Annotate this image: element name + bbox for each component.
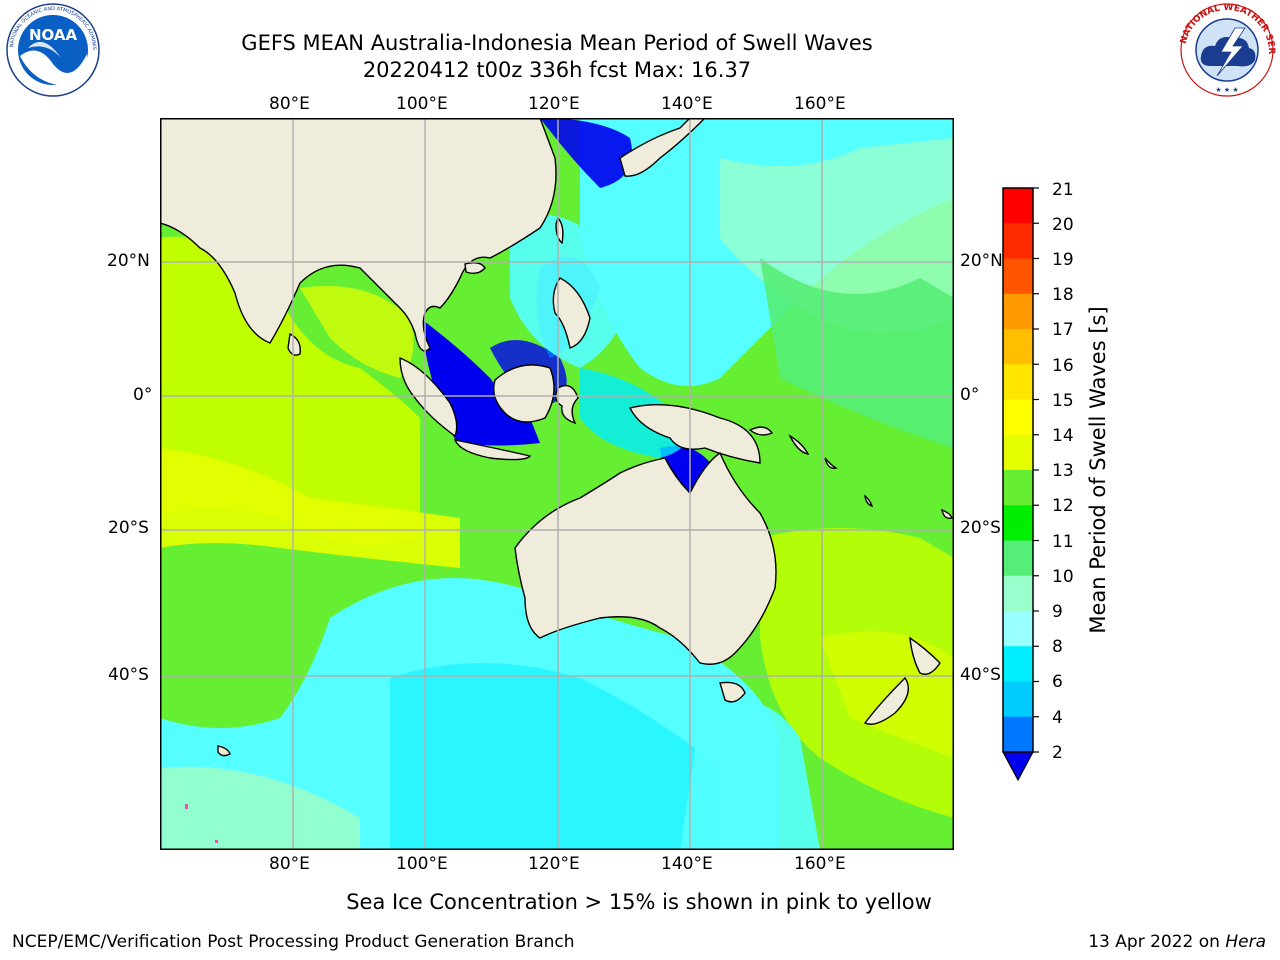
colorbar-band bbox=[1003, 716, 1033, 753]
colorbar-label-15: 15 bbox=[1052, 391, 1074, 411]
colorbar-band bbox=[1003, 646, 1033, 682]
tasmania bbox=[719, 681, 746, 703]
new-guinea bbox=[628, 404, 761, 464]
svg-text:★ ★ ★: ★ ★ ★ bbox=[1215, 86, 1238, 94]
lat-tick-left-20s: 20°S bbox=[108, 518, 149, 538]
lon-tick-bottom-160e: 160°E bbox=[794, 854, 846, 874]
swell-period-map bbox=[160, 118, 954, 850]
colorbar-label-11: 11 bbox=[1052, 532, 1074, 552]
colorbar-label-4: 4 bbox=[1052, 708, 1063, 728]
colorbar-band bbox=[1003, 399, 1033, 436]
sea-ice-note: Sea Ice Concentration > 15% is shown in … bbox=[346, 890, 932, 914]
lon-tick-top-140e: 140°E bbox=[661, 94, 713, 114]
footer-host: Hera bbox=[1225, 932, 1266, 952]
lon-tick-top-120e: 120°E bbox=[528, 94, 580, 114]
sri-lanka bbox=[287, 332, 301, 356]
colorbar-band bbox=[1003, 329, 1033, 365]
sumatra bbox=[399, 356, 458, 438]
colorbar-band bbox=[1003, 681, 1033, 718]
colorbar-label-14: 14 bbox=[1052, 426, 1074, 446]
kerguelen bbox=[217, 745, 231, 757]
colorbar-band bbox=[1003, 434, 1033, 471]
colorbar-label-16: 16 bbox=[1052, 356, 1074, 376]
colorbar-label-2: 2 bbox=[1052, 743, 1063, 763]
nws-logo: NATIONAL WEATHER SERVICE ★ ★ ★ bbox=[1177, 2, 1276, 97]
lat-tick-left-20n: 20°N bbox=[107, 251, 150, 271]
graticule bbox=[160, 118, 954, 850]
colorbar-band bbox=[1003, 575, 1033, 612]
philippines bbox=[552, 277, 591, 349]
lat-tick-right-20s: 20°S bbox=[960, 518, 1001, 538]
colorbar-ticks bbox=[1033, 187, 1039, 753]
map-subtitle: 20220412 t00z 336h fcst Max: 16.37 bbox=[362, 58, 752, 82]
lat-tick-right-20n: 20°N bbox=[960, 251, 1003, 271]
japan bbox=[619, 118, 706, 177]
lon-tick-bottom-100e: 100°E bbox=[396, 854, 448, 874]
colorbar-label-13: 13 bbox=[1052, 461, 1074, 481]
colorbar-label-8: 8 bbox=[1052, 637, 1063, 657]
colorbar-extend-arrow bbox=[1001, 751, 1035, 782]
lon-tick-bottom-80e: 80°E bbox=[269, 854, 310, 874]
lat-tick-left-0: 0° bbox=[133, 385, 153, 405]
colorbar-band bbox=[1003, 470, 1033, 506]
colorbar-band bbox=[1003, 364, 1033, 400]
australia bbox=[514, 451, 777, 665]
colorbar bbox=[1001, 187, 1039, 782]
footer-date: 13 Apr 2022 on Hera bbox=[1088, 932, 1266, 952]
colorbar-label-9: 9 bbox=[1052, 602, 1063, 622]
lat-tick-right-0: 0° bbox=[960, 385, 980, 405]
map-title: GEFS MEAN Australia-Indonesia Mean Perio… bbox=[241, 31, 873, 55]
colorbar-label-20: 20 bbox=[1052, 215, 1074, 235]
java bbox=[453, 439, 532, 461]
asia-mainland bbox=[160, 118, 557, 352]
colorbar-label-6: 6 bbox=[1052, 672, 1063, 692]
colorbar-label-21: 21 bbox=[1052, 180, 1074, 200]
colorbar-band bbox=[1003, 611, 1033, 647]
colorbar-band bbox=[1003, 258, 1033, 295]
colorbar-label-19: 19 bbox=[1052, 250, 1074, 270]
lat-tick-right-40s: 40°S bbox=[960, 665, 1001, 685]
lon-tick-bottom-140e: 140°E bbox=[661, 854, 713, 874]
colorbar-band bbox=[1003, 505, 1033, 541]
lon-tick-bottom-120e: 120°E bbox=[528, 854, 580, 874]
lon-tick-top-160e: 160°E bbox=[794, 94, 846, 114]
colorbar-band bbox=[1003, 188, 1033, 224]
colorbar-label-10: 10 bbox=[1052, 567, 1074, 587]
lat-tick-left-40s: 40°S bbox=[108, 665, 149, 685]
colorbar-band bbox=[1003, 223, 1033, 259]
lon-tick-top-100e: 100°E bbox=[396, 94, 448, 114]
land-masses bbox=[160, 118, 953, 757]
colorbar-bands bbox=[1003, 188, 1033, 753]
noaa-logo-text: NOAA bbox=[29, 26, 78, 44]
colorbar-title: Mean Period of Swell Waves [s] bbox=[1086, 306, 1110, 634]
borneo bbox=[493, 364, 555, 423]
map-border bbox=[160, 118, 954, 850]
nz-south-island bbox=[863, 676, 909, 725]
nz-north-island bbox=[909, 636, 941, 675]
colorbar-band bbox=[1003, 293, 1033, 330]
lon-tick-top-80e: 80°E bbox=[269, 94, 310, 114]
colorbar-label-18: 18 bbox=[1052, 285, 1074, 305]
noaa-logo: NOAA NATIONAL OCEANIC AND ATMOSPHERIC AD… bbox=[3, 2, 100, 97]
colorbar-band bbox=[1003, 540, 1033, 577]
colorbar-label-12: 12 bbox=[1052, 496, 1074, 516]
footer-date-text: 13 Apr 2022 on bbox=[1088, 932, 1226, 952]
colorbar-label-17: 17 bbox=[1052, 320, 1074, 340]
footer-branch: NCEP/EMC/Verification Post Processing Pr… bbox=[12, 932, 575, 952]
